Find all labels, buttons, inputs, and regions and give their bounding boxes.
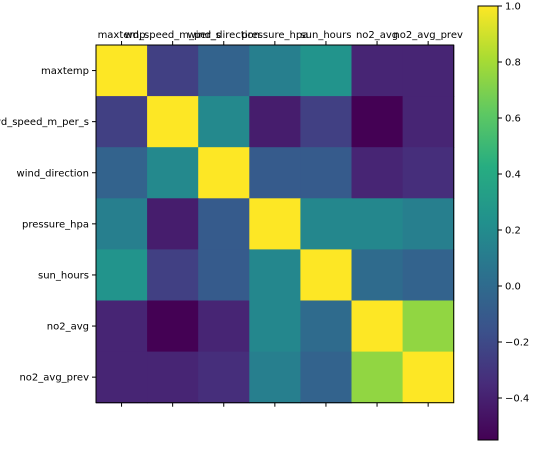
heatmap-cell-6-4 bbox=[300, 351, 353, 404]
heatmap-cell-3-1 bbox=[147, 198, 199, 250]
y-tick-label-5: no2_avg bbox=[47, 322, 89, 333]
colorbar bbox=[477, 5, 499, 441]
heatmap-cell-4-1 bbox=[147, 249, 199, 302]
colorbar-tick-label-5: 0.0 bbox=[505, 282, 521, 293]
heatmap-cell-4-6 bbox=[402, 249, 455, 302]
colorbar-tick-label-7: −0.4 bbox=[505, 394, 529, 405]
heatmap-cell-0-6 bbox=[402, 45, 455, 97]
heatmap-cell-5-4 bbox=[300, 300, 353, 353]
heatmap-cell-5-5 bbox=[351, 300, 404, 353]
x-tick-label-5: no2_avg bbox=[356, 30, 398, 41]
heatmap-cell-6-0 bbox=[96, 351, 148, 404]
heatmap-cell-2-1 bbox=[147, 147, 199, 199]
x-tick-label-4: sun_hours bbox=[300, 30, 351, 41]
y-tick-label-6: no2_avg_prev bbox=[19, 373, 89, 384]
heatmap-cell-3-2 bbox=[198, 198, 250, 250]
heatmap-cell-3-4 bbox=[300, 198, 353, 250]
x-tick-label-2: wind_direction bbox=[188, 30, 260, 41]
heatmap-cell-0-0 bbox=[96, 45, 148, 97]
heatmap-cell-1-3 bbox=[249, 96, 301, 148]
heatmap-cell-6-6 bbox=[402, 351, 455, 404]
heatmap-cell-5-0 bbox=[96, 300, 148, 353]
y-tick-label-0: maxtemp bbox=[41, 66, 89, 77]
colorbar-tick-label-0: 1.0 bbox=[505, 2, 521, 13]
heatmap-cell-1-2 bbox=[198, 96, 250, 148]
x-tick-label-3: pressure_hpa bbox=[241, 30, 308, 41]
heatmap-cell-4-5 bbox=[351, 249, 404, 302]
heatmap-cell-2-5 bbox=[351, 147, 404, 199]
y-tick-label-2: wind_direction bbox=[17, 168, 89, 179]
heatmap-cell-3-5 bbox=[351, 198, 404, 250]
heatmap-cell-1-4 bbox=[300, 96, 353, 148]
heatmap-cell-3-6 bbox=[402, 198, 455, 250]
heatmap-cell-4-4 bbox=[300, 249, 353, 302]
heatmap-cell-2-3 bbox=[249, 147, 301, 199]
heatmap-cell-5-6 bbox=[402, 300, 455, 353]
y-tick-label-3: pressure_hpa bbox=[22, 219, 89, 230]
heatmap-cell-6-3 bbox=[249, 351, 301, 404]
y-tick-label-1: wd_speed_m_per_s bbox=[0, 117, 89, 128]
colorbar-tick-label-6: −0.2 bbox=[505, 338, 529, 349]
heatmap-cell-5-2 bbox=[198, 300, 250, 353]
heatmap-cell-4-0 bbox=[96, 249, 148, 302]
heatmap-cell-1-0 bbox=[96, 96, 148, 148]
heatmap-cell-0-3 bbox=[249, 45, 301, 97]
heatmap-cell-6-1 bbox=[147, 351, 199, 404]
colorbar-tick-label-1: 0.8 bbox=[505, 58, 521, 69]
heatmap-cell-2-6 bbox=[402, 147, 455, 199]
heatmap-cell-2-2 bbox=[198, 147, 250, 199]
heatmap-cell-1-5 bbox=[351, 96, 404, 148]
heatmap-cell-0-4 bbox=[300, 45, 353, 97]
heatmap-cell-2-4 bbox=[300, 147, 353, 199]
colorbar-tick-label-3: 0.4 bbox=[505, 170, 521, 181]
heatmap-cell-4-2 bbox=[198, 249, 250, 302]
x-tick-label-1: wd_speed_m_per_s bbox=[124, 30, 220, 41]
heatmap-cell-3-0 bbox=[96, 198, 148, 250]
heatmap-cell-3-3 bbox=[249, 198, 301, 250]
heatmap-cell-2-0 bbox=[96, 147, 148, 199]
heatmap-cell-0-2 bbox=[198, 45, 250, 97]
colorbar-tick-label-2: 0.6 bbox=[505, 114, 521, 125]
heatmap-cell-4-3 bbox=[249, 249, 301, 302]
heatmap-cell-6-5 bbox=[351, 351, 404, 404]
x-tick-label-6: no2_avg_prev bbox=[393, 30, 463, 41]
y-tick-label-4: sun_hours bbox=[38, 270, 89, 281]
heatmap-cell-6-2 bbox=[198, 351, 250, 404]
heatmap-cell-5-1 bbox=[147, 300, 199, 353]
heatmap-cell-1-6 bbox=[402, 96, 455, 148]
colorbar-tick-label-4: 0.2 bbox=[505, 226, 521, 237]
heatmap-cell-0-5 bbox=[351, 45, 404, 97]
heatmap-cell-5-3 bbox=[249, 300, 301, 353]
heatmap-cell-1-1 bbox=[147, 96, 199, 148]
heatmap-cell-0-1 bbox=[147, 45, 199, 97]
x-tick-label-0: maxtemp bbox=[98, 30, 146, 41]
